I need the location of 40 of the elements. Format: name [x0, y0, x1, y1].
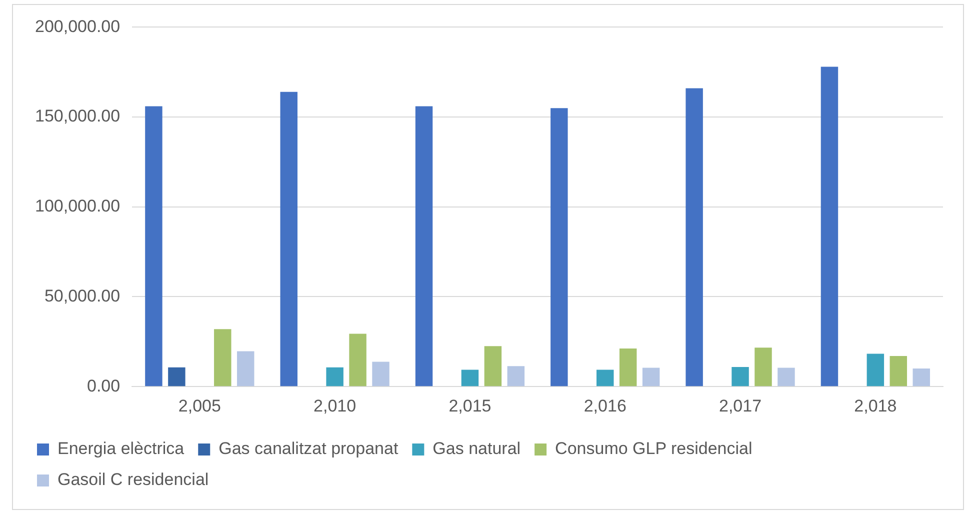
y-tick-label: 100,000.00: [34, 196, 120, 216]
bar: [461, 370, 479, 386]
x-tick-label: 2,016: [584, 396, 626, 416]
bar: [778, 368, 795, 386]
bar: [415, 106, 433, 386]
y-tick-label: 50,000.00: [44, 286, 120, 306]
bar: [507, 366, 525, 386]
x-tick-label: 2,018: [854, 396, 897, 416]
bar: [326, 367, 344, 386]
legend-label: Gasoil C residencial: [58, 470, 209, 490]
bar: [866, 354, 884, 386]
bar: [596, 370, 614, 386]
bar: [619, 348, 637, 386]
y-tick-label: 200,000.00: [34, 16, 120, 36]
y-tick-label: 0.00: [86, 376, 120, 396]
bar: [550, 108, 568, 386]
x-tick-label: 2,015: [448, 396, 492, 416]
bar: [686, 88, 703, 386]
legend-label: Gas canalitzat propanat: [218, 439, 398, 458]
bar: [168, 367, 186, 386]
bar: [349, 334, 366, 386]
bar: [820, 66, 838, 386]
bar: [280, 92, 298, 386]
bar: [642, 368, 660, 386]
y-tick-label: 150,000.00: [34, 106, 120, 126]
legend-label: Consumo GLP residencial: [555, 439, 752, 458]
x-tick-label: 2,017: [718, 396, 762, 416]
bar: [236, 351, 254, 386]
legend-label: Energia elèctrica: [58, 439, 185, 458]
bar: [372, 362, 390, 386]
bar: [214, 329, 232, 386]
bar: [890, 356, 908, 386]
bar: [484, 346, 502, 386]
bar: [754, 348, 772, 386]
x-tick-label: 2,010: [314, 396, 356, 416]
legend-label: Gas natural: [432, 439, 521, 458]
bar: [145, 106, 162, 386]
bar: [732, 367, 749, 386]
bar: [912, 368, 930, 386]
x-tick-label: 2,005: [178, 396, 221, 416]
